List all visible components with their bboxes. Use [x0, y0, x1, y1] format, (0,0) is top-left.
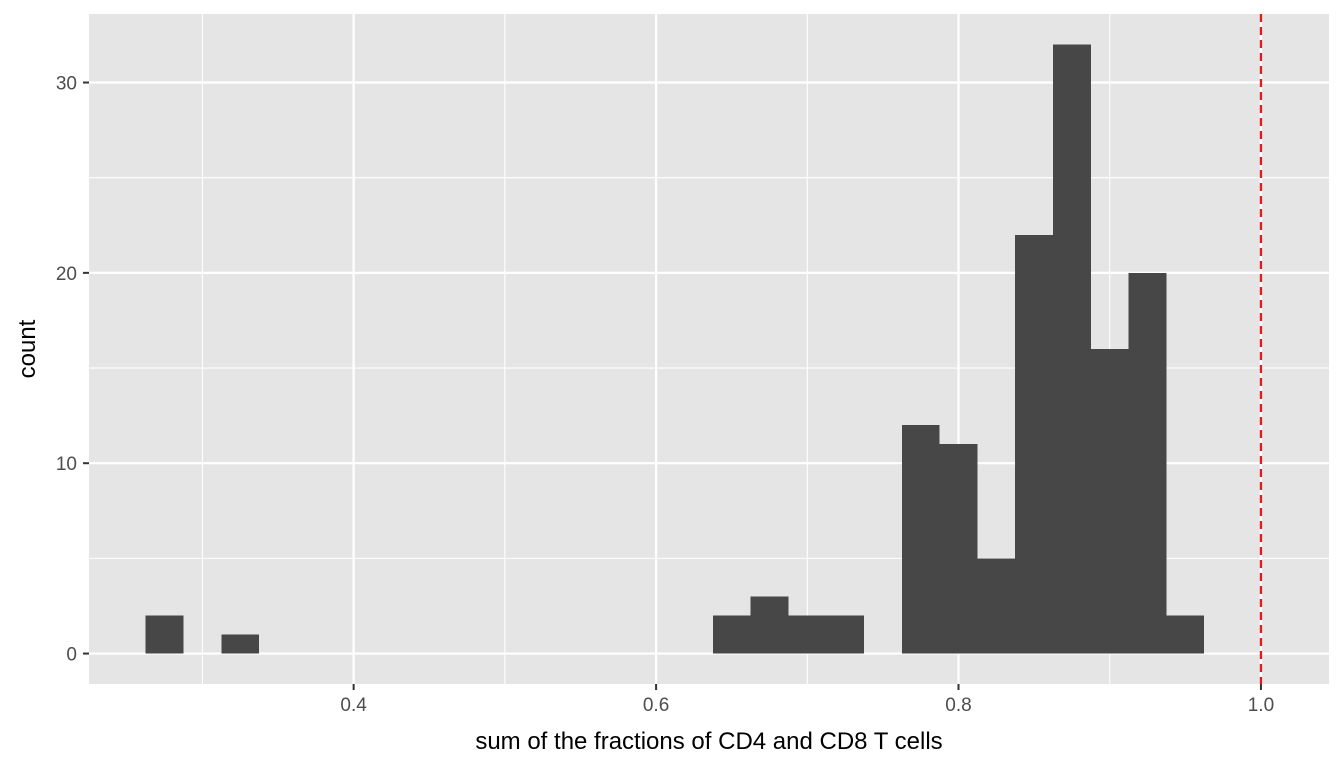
histogram-bar	[788, 615, 827, 654]
x-tick-label: 1.0	[1248, 695, 1274, 716]
x-tick-label: 0.6	[643, 695, 669, 716]
histogram-bar	[750, 596, 789, 654]
histogram-bar	[712, 615, 751, 654]
y-tick-label: 10	[56, 454, 77, 475]
histogram-bar	[1128, 272, 1167, 654]
x-axis-ticks: 0.4 0.6 0.8 1.0	[340, 684, 1274, 716]
histogram-bar	[1053, 44, 1091, 654]
x-axis-title: sum of the fractions of CD4 and CD8 T ce…	[475, 728, 942, 755]
histogram-bar	[901, 425, 940, 654]
histogram-bar	[221, 634, 260, 654]
y-tick-label: 30	[56, 74, 77, 95]
y-tick-label: 0	[66, 645, 77, 666]
histogram-bar	[939, 444, 978, 654]
histogram-bars	[145, 44, 1205, 654]
y-axis-ticks: 0 10 20 30	[56, 74, 89, 666]
y-tick-label: 20	[56, 264, 77, 285]
histogram-bar	[1166, 615, 1205, 654]
histogram-bar	[145, 615, 184, 654]
x-tick-label: 0.8	[945, 695, 971, 716]
histogram-bar	[826, 615, 864, 654]
histogram-bar	[1090, 349, 1129, 654]
histogram-bar	[977, 558, 1016, 654]
y-axis-title: count	[14, 319, 41, 378]
x-tick-label: 0.4	[340, 695, 367, 716]
histogram-bar	[1015, 234, 1054, 654]
